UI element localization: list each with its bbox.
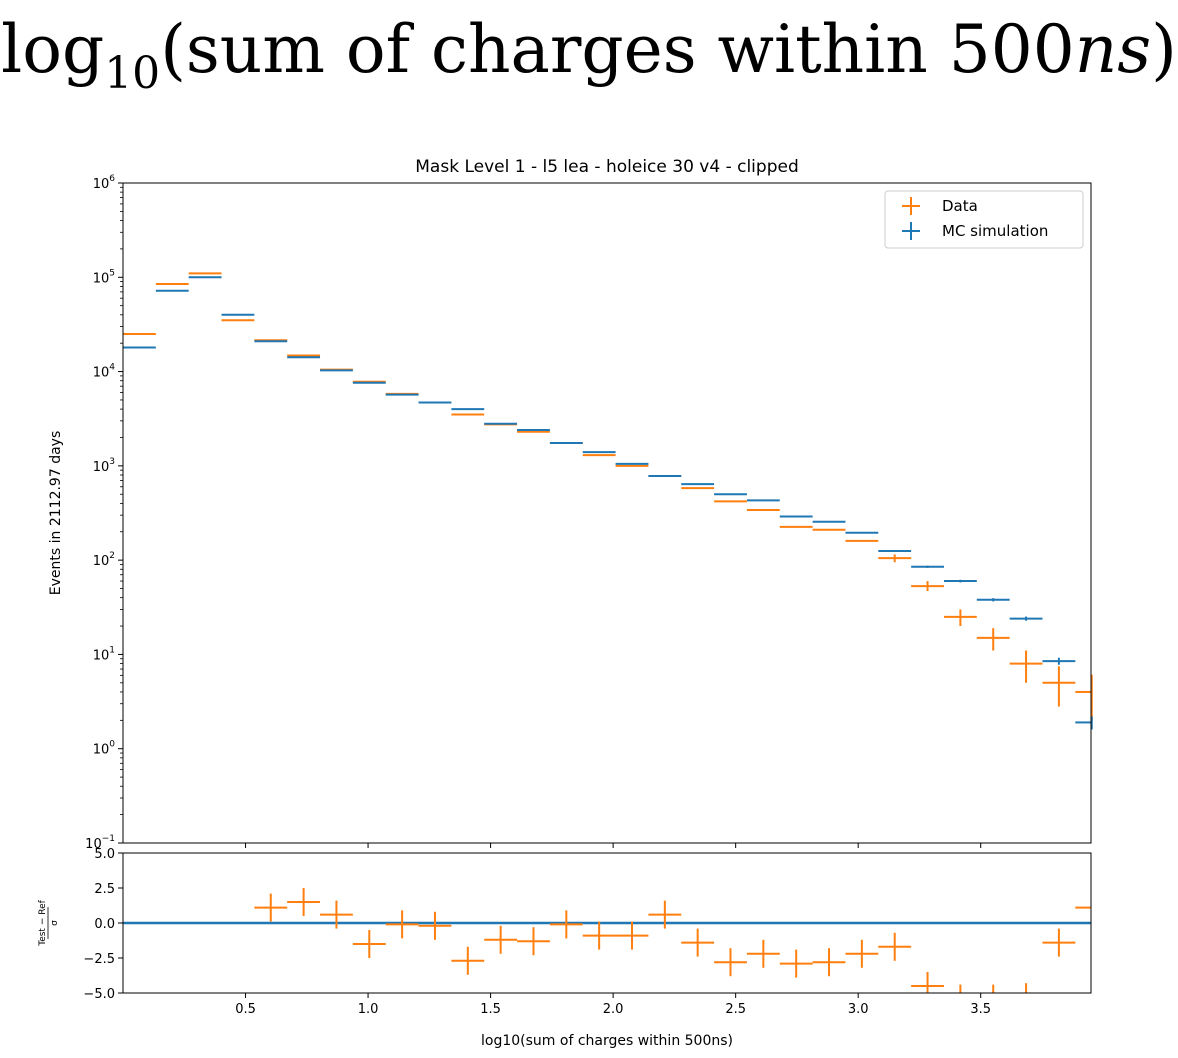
header-unit: ns (1074, 11, 1152, 88)
y-tick-label: 102 (93, 551, 115, 569)
ratio-y-tick-label: 0.0 (94, 917, 115, 932)
legend-entry-data: Data (942, 197, 978, 215)
x-tick-label: 2.0 (603, 1002, 624, 1017)
x-tick-label: 3.5 (970, 1002, 991, 1017)
main-plot-frame (122, 182, 1092, 844)
x-tick-label: 2.5 (725, 1002, 746, 1017)
legend-box (884, 190, 1084, 249)
y-tick-label: 104 (93, 363, 116, 381)
ratio-panel: 5.0 2.5 0.0 −2.5 −5.0 0.5 1.0 1.5 2.0 2.5 3.0 3.5 Te… (38, 847, 1092, 1017)
x-tick-label: 1.0 (358, 1002, 379, 1017)
figure-header: log10(sum of charges within 500ns) (0, 10, 1178, 101)
y-tick-label: 10−1 (85, 834, 115, 852)
y-axis-label: Events in 2112.97 days (48, 431, 64, 595)
ratio-y-axis-label: Test − Ref σ (38, 899, 60, 946)
x-tick-label: 1.5 (480, 1002, 501, 1017)
y-tick-label: 105 (93, 268, 115, 286)
y-tick-label: 106 (93, 174, 116, 192)
legend-entry-mc: MC simulation (942, 222, 1048, 240)
chart-title: Mask Level 1 - l5 lea - holeice 30 v4 - … (415, 157, 798, 177)
header-close: ) (1151, 11, 1177, 88)
x-axis-label: log10(sum of charges within 500ns) (481, 1033, 733, 1049)
ratio-plot-frame (122, 852, 1092, 994)
y-tick-label: 101 (93, 645, 115, 663)
ratio-y-tick-label: −2.5 (83, 952, 115, 967)
ratio-label-numerator: Test − Ref (38, 899, 48, 946)
ratio-points (254, 888, 1091, 993)
legend: Data MC simulation (884, 190, 1084, 249)
header-base: 10 (104, 48, 161, 99)
y-tick-label: 100 (93, 740, 116, 758)
ratio-y-tick-label: 5.0 (94, 847, 115, 862)
header-fn: log (1, 11, 105, 88)
y-tick-label: 103 (93, 457, 115, 475)
main-panel: 106 105 104 103 102 101 100 10−1 (85, 174, 1093, 852)
x-tick-label: 0.5 (235, 1002, 256, 1017)
header-text: (sum of charges within 500 (160, 11, 1075, 88)
x-tick-label: 3.0 (848, 1002, 869, 1017)
ratio-y-tick-label: 2.5 (94, 882, 115, 897)
ratio-y-tick-label: −5.0 (83, 987, 115, 1002)
ratio-label-denominator: σ (50, 920, 60, 926)
